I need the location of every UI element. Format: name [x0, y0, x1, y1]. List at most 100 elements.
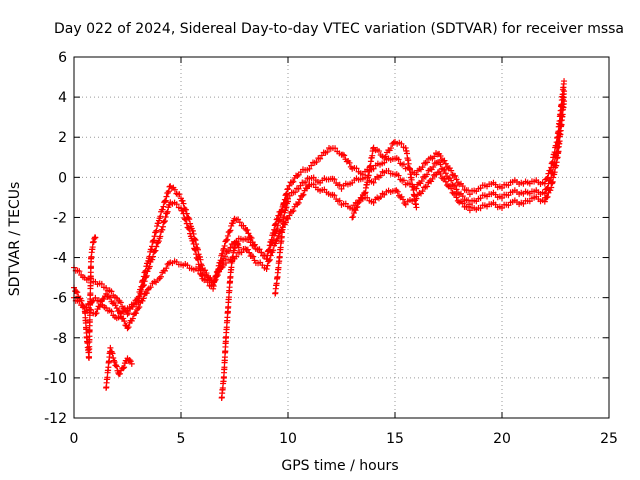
- data-point: [248, 235, 255, 242]
- x-tick-label: 25: [600, 431, 618, 447]
- data-point: [240, 222, 247, 229]
- data-point: [112, 302, 119, 309]
- data-point: [429, 175, 436, 182]
- data-point: [244, 246, 251, 253]
- data-point: [332, 145, 339, 152]
- series-late-branch: [349, 138, 420, 221]
- data-point: [331, 192, 338, 199]
- data-point: [140, 295, 147, 302]
- data-point: [157, 213, 164, 220]
- data-point: [108, 288, 115, 295]
- data-point: [111, 359, 118, 366]
- data-point: [520, 200, 527, 207]
- data-point: [437, 171, 444, 178]
- data-point: [419, 164, 426, 171]
- series-early-branch: [81, 234, 99, 362]
- series-spike-a: [218, 238, 242, 401]
- data-point: [442, 178, 449, 185]
- data-point: [352, 207, 359, 214]
- data-point: [196, 264, 203, 271]
- data-point: [147, 284, 154, 291]
- data-point: [273, 220, 280, 227]
- data-point: [274, 235, 281, 242]
- data-point: [157, 233, 164, 240]
- data-points: [71, 78, 568, 401]
- y-tick-label: -8: [53, 331, 67, 347]
- data-point: [449, 171, 456, 178]
- data-point: [126, 356, 133, 363]
- data-point: [109, 350, 116, 357]
- data-point: [271, 226, 278, 233]
- data-point: [465, 187, 472, 194]
- data-point: [143, 290, 150, 297]
- data-point: [377, 194, 384, 201]
- data-point: [164, 208, 171, 215]
- data-point: [306, 165, 313, 172]
- data-point: [292, 189, 299, 196]
- data-point: [453, 194, 460, 201]
- y-tick-label: -6: [53, 291, 67, 307]
- data-point: [267, 252, 274, 259]
- x-tick-label: 5: [177, 431, 186, 447]
- data-point: [182, 216, 189, 223]
- data-point: [180, 200, 187, 207]
- data-point: [146, 263, 153, 270]
- data-point: [117, 370, 124, 377]
- data-point: [442, 170, 449, 177]
- data-point: [251, 241, 258, 248]
- data-point: [499, 194, 505, 201]
- series-track-c: [71, 98, 568, 332]
- data-point: [370, 165, 377, 172]
- data-point: [452, 182, 459, 189]
- data-point: [561, 98, 568, 105]
- data-point: [113, 363, 120, 370]
- data-point: [543, 185, 550, 192]
- data-point: [74, 289, 81, 296]
- data-point: [144, 268, 151, 275]
- data-point: [224, 232, 231, 239]
- data-point: [93, 310, 100, 317]
- data-point: [541, 190, 548, 197]
- data-point: [246, 249, 253, 256]
- y-tick-label: 6: [58, 50, 67, 66]
- data-point: [431, 153, 438, 160]
- data-point: [452, 190, 459, 197]
- data-point: [150, 237, 157, 244]
- data-point: [424, 183, 431, 190]
- data-point: [136, 303, 143, 310]
- data-point: [219, 250, 226, 257]
- data-point: [354, 203, 361, 210]
- data-point: [448, 177, 455, 184]
- data-point: [308, 162, 315, 169]
- data-point: [541, 198, 548, 205]
- data-point: [214, 272, 221, 279]
- data-point: [218, 264, 225, 271]
- data-point: [295, 185, 302, 192]
- y-axis-title: SDTVAR / TECUs: [7, 182, 23, 297]
- data-point: [459, 183, 466, 190]
- data-point: [161, 198, 168, 205]
- data-point: [125, 324, 132, 331]
- data-point: [263, 265, 270, 272]
- data-point: [285, 215, 291, 222]
- x-tick-label: 0: [70, 431, 79, 447]
- data-point: [264, 262, 271, 269]
- data-point: [441, 157, 448, 164]
- data-point: [413, 204, 420, 211]
- data-point: [256, 246, 263, 253]
- data-point: [113, 295, 120, 302]
- data-point: [160, 203, 167, 210]
- data-point: [223, 249, 230, 256]
- data-point: [179, 197, 186, 204]
- data-point: [120, 365, 127, 372]
- data-point: [180, 210, 187, 217]
- data-point: [448, 167, 455, 174]
- data-point: [107, 344, 114, 351]
- y-tick-label: -4: [53, 251, 67, 267]
- data-point: [150, 253, 157, 260]
- data-point: [438, 174, 445, 181]
- data-point: [465, 197, 472, 204]
- data-point: [437, 161, 444, 168]
- data-point: [129, 315, 136, 322]
- data-point: [222, 260, 229, 267]
